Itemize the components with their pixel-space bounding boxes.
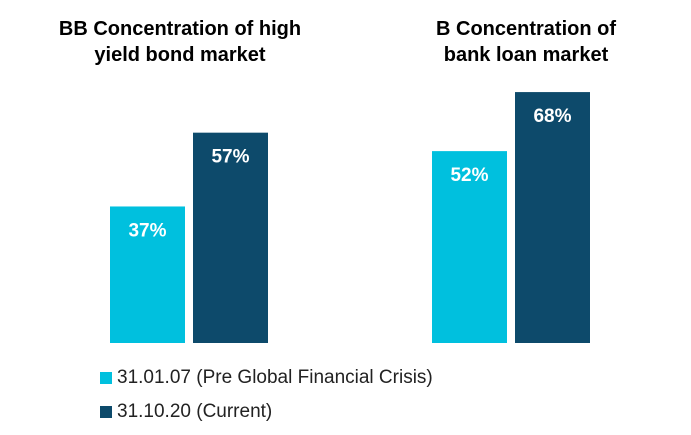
panel-title: BB Concentration of high yield bond mark… — [58, 18, 302, 66]
bar — [515, 92, 590, 343]
bar — [193, 132, 268, 343]
bar — [432, 151, 507, 343]
value-label: 52% — [450, 165, 488, 186]
bar — [110, 206, 185, 343]
legend-label: 31.10.20 (Current) — [117, 401, 272, 422]
legend-swatch — [100, 372, 112, 384]
value-label: 57% — [211, 147, 249, 168]
panel-title: B Concentration of bank loan market — [436, 18, 616, 66]
legend-swatch — [100, 406, 112, 418]
value-label: 68% — [533, 106, 571, 127]
legend-label: 31.01.07 (Pre Global Financial Crisis) — [117, 367, 433, 388]
value-label: 37% — [128, 220, 166, 241]
